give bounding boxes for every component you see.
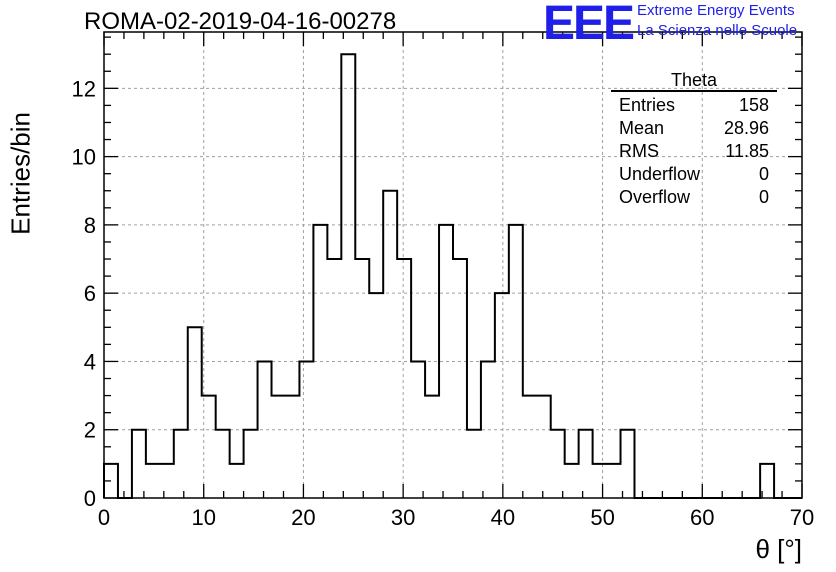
stats-title: Theta	[670, 70, 718, 90]
stats-label: Underflow	[619, 164, 701, 184]
histogram-outline	[103, 53, 802, 499]
histogram-bin	[230, 464, 244, 498]
histogram-bin	[272, 396, 286, 498]
y-axis-label: Entries/bin	[5, 112, 36, 235]
logo-caption-line2: La Scienza nelle Scuole	[637, 22, 798, 39]
histogram-bin	[383, 191, 397, 498]
histogram-bin	[523, 396, 537, 498]
histogram-bin	[397, 259, 411, 498]
y-tick-label: 4	[84, 349, 96, 374]
x-tick-label: 30	[391, 505, 415, 530]
stats-value: 0	[758, 187, 769, 207]
stats-row-entries: Entries 158	[611, 94, 777, 117]
histogram-bin	[593, 464, 607, 498]
histogram-bin	[341, 54, 355, 498]
x-tick-label: 40	[491, 505, 515, 530]
histogram-bin	[285, 396, 299, 498]
stats-row-mean: Mean 28.96	[611, 117, 777, 140]
histogram-bin	[565, 464, 579, 498]
y-tick-label: 12	[72, 76, 96, 101]
histogram-bin	[299, 361, 313, 498]
x-axis-label: θ [°]	[755, 534, 802, 564]
x-tick-label: 10	[191, 505, 215, 530]
histogram-bin	[453, 259, 467, 498]
histogram-bin	[537, 396, 551, 498]
stats-value: 158	[738, 95, 769, 115]
y-tick-label: 6	[84, 281, 96, 306]
stats-row-underflow: Underflow 0	[611, 163, 777, 186]
logo-caption-line1: Extreme Energy Events	[637, 2, 795, 19]
x-tick-label: 70	[790, 505, 814, 530]
stats-row-rms: RMS 11.85	[611, 140, 777, 163]
histogram-bin	[551, 430, 565, 498]
stats-box: Theta Entries 158 Mean 28.96 RMS 11.85 U…	[611, 70, 777, 209]
x-tick-label: 60	[690, 505, 714, 530]
y-tick-label: 2	[84, 418, 96, 443]
stats-value: 0	[758, 164, 769, 184]
histogram-bin	[621, 430, 635, 498]
histogram-bin	[174, 430, 188, 498]
stats-label: Overflow	[619, 187, 691, 207]
histogram-bin	[495, 293, 509, 498]
histogram-bin	[355, 259, 369, 498]
histogram-bin	[425, 396, 439, 498]
histogram-bin	[607, 464, 621, 498]
histogram-bin	[579, 430, 593, 498]
x-tick-label: 20	[291, 505, 315, 530]
histogram-bin	[132, 430, 146, 498]
y-tick-label: 0	[84, 486, 96, 511]
x-tick-label: 50	[590, 505, 614, 530]
histogram-bin	[467, 430, 481, 498]
y-tick-label: 8	[84, 213, 96, 238]
stats-divider	[611, 90, 777, 92]
x-tick-label: 0	[98, 505, 110, 530]
stats-label: RMS	[619, 141, 659, 161]
stats-label: Entries	[619, 95, 676, 115]
histogram-bin	[327, 259, 341, 498]
histogram-bin	[244, 430, 258, 498]
y-tick-label: 10	[72, 145, 96, 170]
stats-row-overflow: Overflow 0	[611, 186, 777, 209]
plot-title: ROMA-02-2019-04-16-00278	[84, 8, 397, 35]
plot-frame	[103, 31, 803, 499]
stats-value: 11.85	[725, 141, 769, 161]
histogram-bin	[369, 293, 383, 498]
histogram-bin	[216, 430, 230, 498]
histogram-bin	[258, 361, 272, 498]
stats-value: 28.96	[723, 118, 769, 138]
eee-logo: EEE	[543, 0, 635, 50]
histogram-bin	[188, 327, 202, 498]
histogram-bin	[160, 464, 174, 498]
stats-label: Mean	[619, 118, 665, 138]
histogram-bin	[146, 464, 160, 498]
